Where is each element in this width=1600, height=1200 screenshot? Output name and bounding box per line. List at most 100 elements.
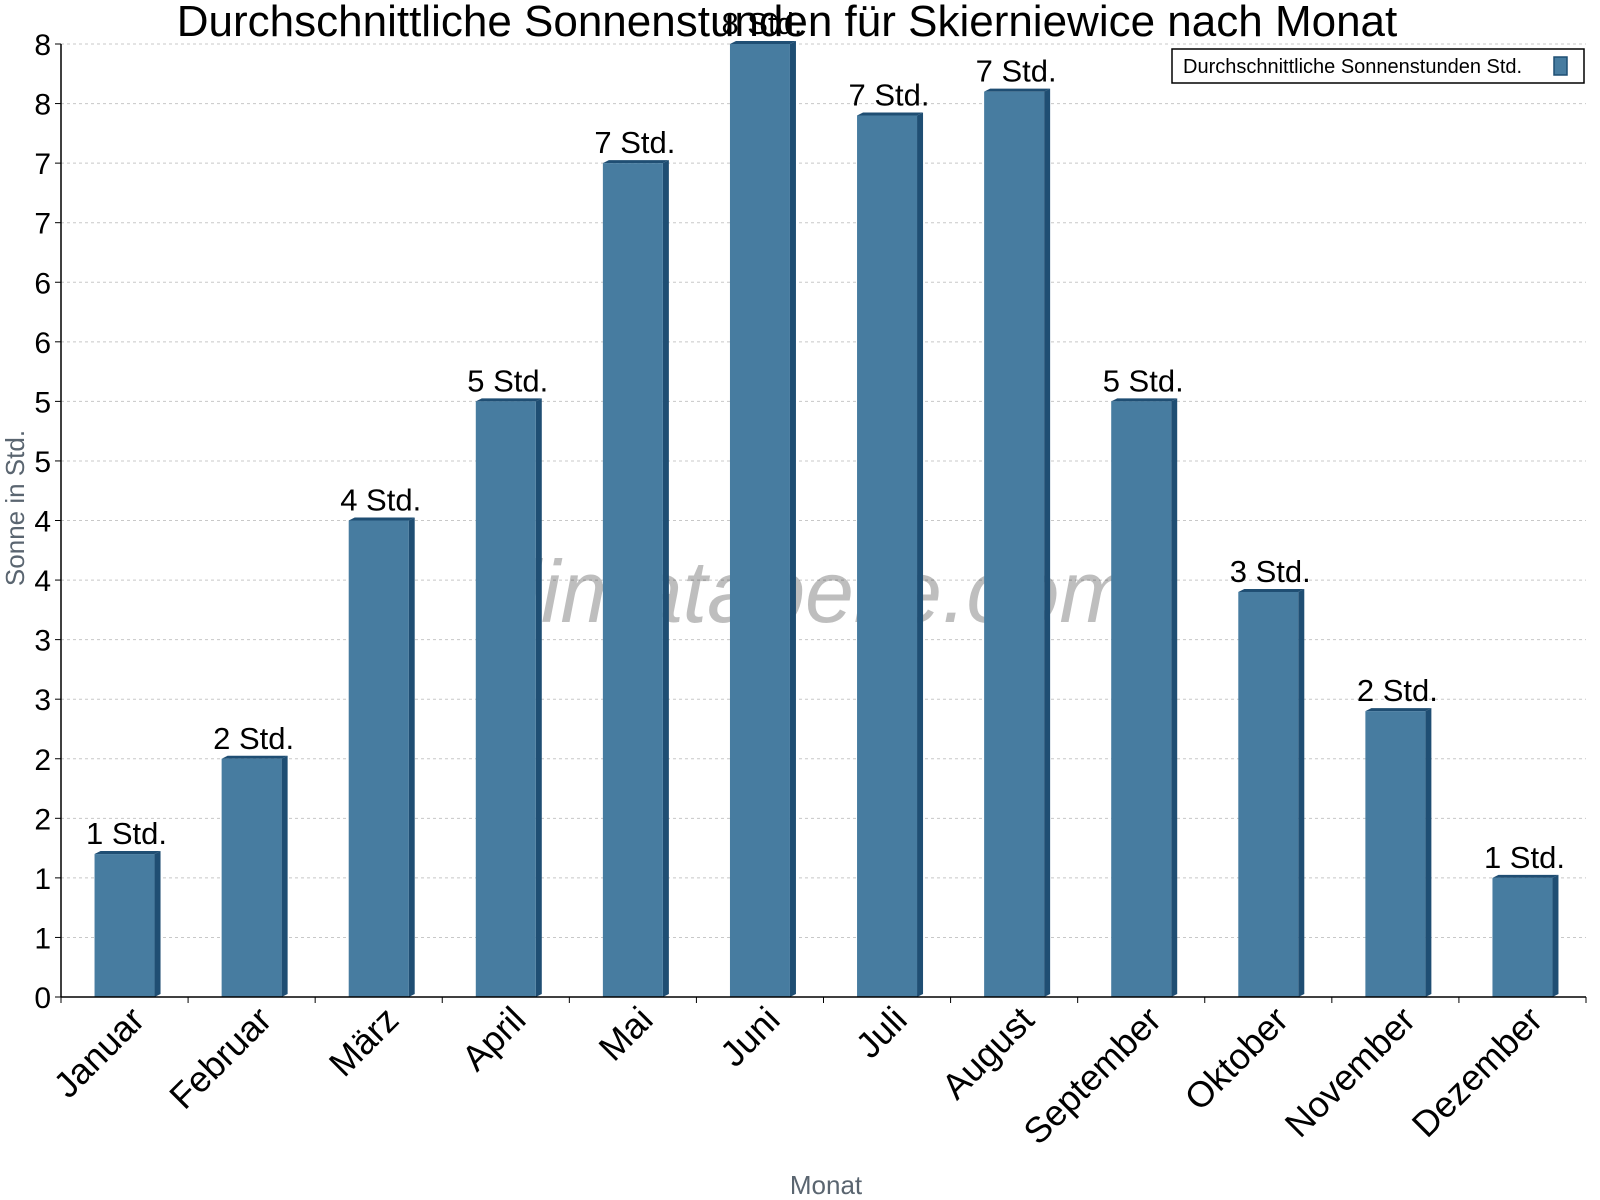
x-tick-label: Juni bbox=[712, 999, 788, 1075]
x-tick-label: März bbox=[321, 999, 407, 1085]
y-tick-label: 3 bbox=[34, 625, 51, 658]
bar bbox=[1492, 874, 1559, 997]
y-tick-label: 3 bbox=[34, 684, 51, 717]
bar-side bbox=[662, 160, 669, 997]
y-tick-label: 6 bbox=[34, 327, 51, 360]
y-tick-label: 8 bbox=[34, 29, 51, 62]
bar-face bbox=[1365, 711, 1426, 997]
bar-top bbox=[602, 160, 669, 164]
bar-side bbox=[535, 398, 542, 997]
y-axis-ticks: 0 1 1 2 2 3 3 4 4 5 5 6 6 7 7 8 8 bbox=[34, 29, 61, 1015]
bar-face bbox=[348, 520, 409, 997]
chart-title: Durchschnittliche Sonnenstunden für Skie… bbox=[177, 0, 1397, 46]
bar-top bbox=[348, 517, 415, 521]
gridlines bbox=[61, 43, 1586, 938]
data-label: 3 Std. bbox=[1230, 554, 1311, 589]
data-label: 7 Std. bbox=[594, 125, 675, 160]
legend-label: Durchschnittliche Sonnenstunden Std. bbox=[1183, 56, 1522, 78]
bar-side bbox=[281, 755, 288, 997]
bar-top bbox=[857, 112, 924, 116]
bar-top bbox=[1238, 588, 1305, 592]
bar-face bbox=[984, 91, 1045, 997]
bar-top bbox=[94, 851, 161, 855]
y-tick-label: 1 bbox=[34, 922, 51, 955]
data-label: 1 Std. bbox=[1484, 840, 1565, 875]
bar-side bbox=[1171, 398, 1178, 997]
bar-top bbox=[1365, 708, 1432, 712]
x-axis-label: Monat bbox=[790, 1170, 863, 1200]
bar bbox=[984, 88, 1051, 997]
data-label: 2 Std. bbox=[213, 721, 294, 756]
x-tick-label: Oktober bbox=[1176, 999, 1296, 1119]
bar-top bbox=[984, 88, 1051, 92]
y-tick-label: 8 bbox=[34, 89, 51, 122]
y-axis-label: Sonne in Std. bbox=[0, 430, 30, 586]
bar-side bbox=[1298, 588, 1305, 997]
bar-face bbox=[221, 758, 282, 997]
bar-face bbox=[475, 401, 536, 997]
bar-top bbox=[1492, 874, 1559, 878]
y-tick-label: 4 bbox=[34, 506, 51, 539]
bar bbox=[729, 41, 796, 997]
bar-top bbox=[221, 755, 288, 759]
x-tick-label: November bbox=[1277, 999, 1423, 1145]
data-labels: 1 Std. 2 Std. 4 Std. 5 Std. 7 Std. 8 Std. 7 St… bbox=[86, 6, 1565, 875]
bar bbox=[1238, 588, 1305, 997]
y-tick-label: 2 bbox=[34, 744, 51, 777]
x-tick-label: Juli bbox=[848, 999, 915, 1066]
data-label: 5 Std. bbox=[467, 363, 548, 398]
bar bbox=[1111, 398, 1178, 997]
x-tick-label: Mai bbox=[591, 999, 661, 1069]
bar-side bbox=[789, 41, 796, 997]
data-label: 2 Std. bbox=[1357, 673, 1438, 708]
bar-face bbox=[857, 115, 918, 998]
bar bbox=[602, 160, 669, 997]
bar-side bbox=[1425, 708, 1432, 997]
bar-top bbox=[729, 41, 796, 44]
legend-swatch bbox=[1553, 56, 1568, 76]
x-tick-label: Dezember bbox=[1404, 999, 1550, 1145]
bar-face bbox=[1238, 591, 1299, 997]
bar-side bbox=[154, 851, 161, 997]
bar bbox=[94, 851, 161, 997]
data-label: 5 Std. bbox=[1103, 363, 1184, 398]
x-axis-ticks: Januar Februar März April Mai Juni Juli AugustS… bbox=[45, 997, 1587, 1153]
bar-top bbox=[1111, 398, 1178, 402]
data-label: 7 Std. bbox=[976, 54, 1057, 89]
y-tick-label: 7 bbox=[34, 208, 51, 241]
y-tick-label: 0 bbox=[34, 982, 51, 1015]
legend-box bbox=[1171, 48, 1585, 84]
bar-side bbox=[1044, 88, 1051, 997]
bar-face bbox=[94, 854, 155, 997]
x-tick-label: April bbox=[454, 999, 534, 1079]
bar-face bbox=[602, 163, 663, 997]
legend: Durchschnittliche Sonnenstunden Std. bbox=[1171, 48, 1585, 84]
x-tick-label: August bbox=[934, 999, 1042, 1107]
y-tick-label: 1 bbox=[34, 863, 51, 896]
bar-top bbox=[475, 398, 542, 402]
bar bbox=[857, 112, 924, 998]
bar-face bbox=[1492, 877, 1553, 997]
bar-side bbox=[917, 112, 924, 998]
x-tick-label: Februar bbox=[161, 999, 279, 1117]
y-tick-label: 5 bbox=[34, 386, 51, 419]
bar-face bbox=[1111, 401, 1172, 997]
bar-side bbox=[1552, 874, 1559, 997]
y-tick-label: 5 bbox=[34, 446, 51, 479]
bar-face bbox=[729, 44, 790, 997]
data-label: 7 Std. bbox=[849, 77, 930, 112]
bar bbox=[221, 755, 288, 997]
bar bbox=[348, 517, 415, 997]
data-label: 4 Std. bbox=[340, 483, 421, 518]
x-tick-label: September bbox=[1015, 999, 1169, 1153]
x-tick-label: Januar bbox=[45, 999, 152, 1106]
y-tick-label: 2 bbox=[34, 803, 51, 836]
y-tick-label: 4 bbox=[34, 565, 51, 598]
bar bbox=[1365, 708, 1432, 997]
bar bbox=[475, 398, 542, 997]
bar-side bbox=[408, 517, 415, 997]
data-label: 1 Std. bbox=[86, 816, 167, 851]
y-tick-label: 7 bbox=[34, 148, 51, 181]
data-label: 8 Std. bbox=[721, 6, 802, 41]
